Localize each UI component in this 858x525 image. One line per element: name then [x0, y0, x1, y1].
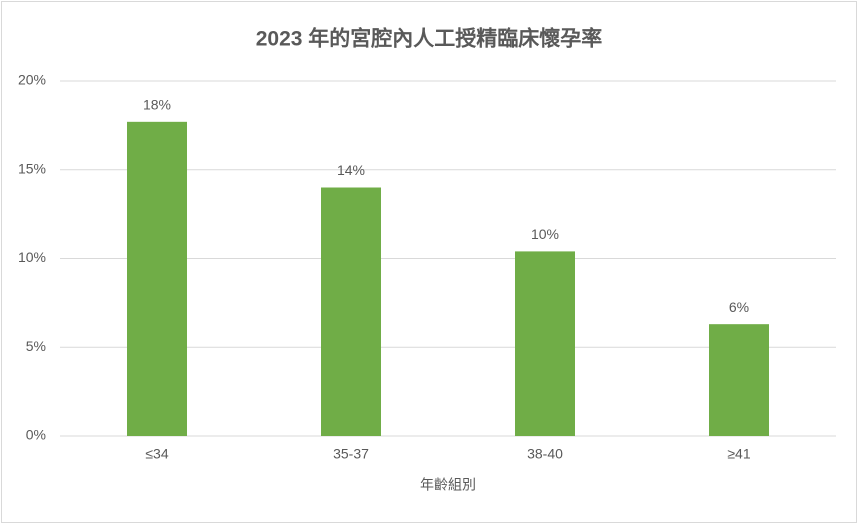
value-label: 10% [531, 226, 559, 242]
value-label: 18% [143, 97, 171, 113]
y-tick-label: 5% [26, 338, 46, 354]
bar [321, 187, 381, 436]
y-tick-label: 10% [18, 249, 46, 265]
x-axis-label: 年齡組別 [420, 477, 476, 493]
y-tick-label: 0% [26, 427, 46, 443]
bar [709, 324, 769, 436]
x-tick-label: 35-37 [333, 446, 369, 462]
bar [127, 121, 187, 436]
y-tick-label: 15% [18, 160, 46, 176]
value-label: 14% [337, 162, 365, 178]
y-tick-label: 20% [18, 72, 46, 88]
x-tick-label: ≤34 [145, 446, 168, 462]
x-tick-label: 38-40 [527, 446, 563, 462]
x-tick-label: ≥41 [727, 446, 750, 462]
bar [515, 251, 575, 436]
chart-title: 2023 年的宮腔內人工授精臨床懷孕率 [256, 27, 603, 51]
value-label: 6% [729, 299, 749, 315]
